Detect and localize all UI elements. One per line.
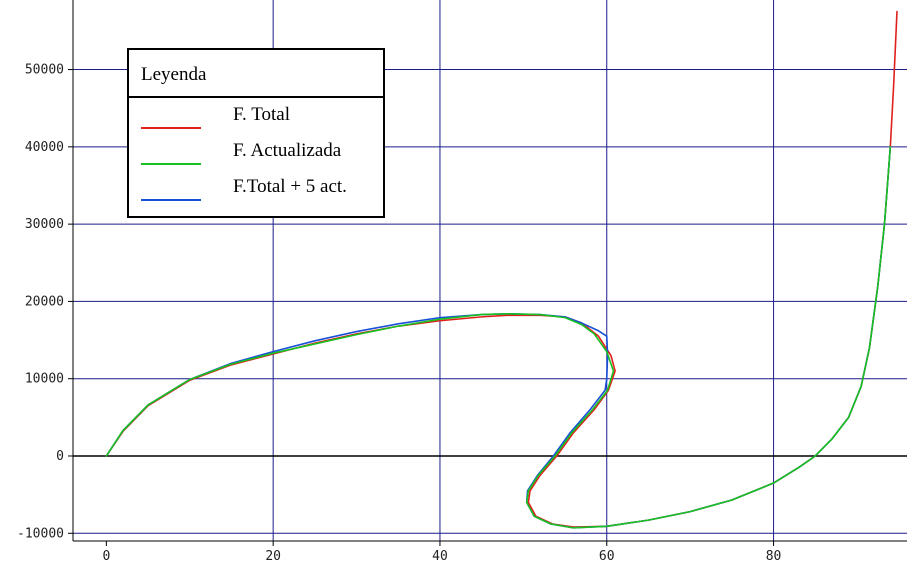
x-tick-label: 80 <box>766 549 782 564</box>
axes <box>72 0 907 542</box>
y-tick-label: 50000 <box>25 63 64 78</box>
x-tick-label: 40 <box>432 549 448 564</box>
y-tick-label: -10000 <box>17 526 64 541</box>
x-tick-label: 0 <box>102 549 110 564</box>
series <box>105 10 898 529</box>
y-tick-label: 40000 <box>25 140 64 155</box>
legend-title: Leyenda <box>141 64 207 85</box>
legend-label: F.Total + 5 act. <box>233 176 347 197</box>
ticks: 0 20 40 60 80 -10000 0 10000 20000 30000 40000 5000… <box>17 63 781 564</box>
y-tick-label: 10000 <box>25 372 64 387</box>
legend-label: F. Actualizada <box>233 140 342 161</box>
legend-entries: F. Total F. Actualizada F.Total + 5 act. <box>141 104 347 201</box>
x-tick-label: 20 <box>265 549 281 564</box>
legend-label: F. Total <box>233 104 290 125</box>
legend: Leyenda F. Total F. Actualizada F.Total + … <box>127 48 385 218</box>
x-tick-label: 60 <box>599 549 615 564</box>
y-tick-label: 20000 <box>25 294 64 309</box>
y-tick-label: 0 <box>56 449 64 464</box>
y-tick-label: 30000 <box>25 217 64 232</box>
legend-box <box>127 48 385 218</box>
series-line <box>105 146 892 529</box>
